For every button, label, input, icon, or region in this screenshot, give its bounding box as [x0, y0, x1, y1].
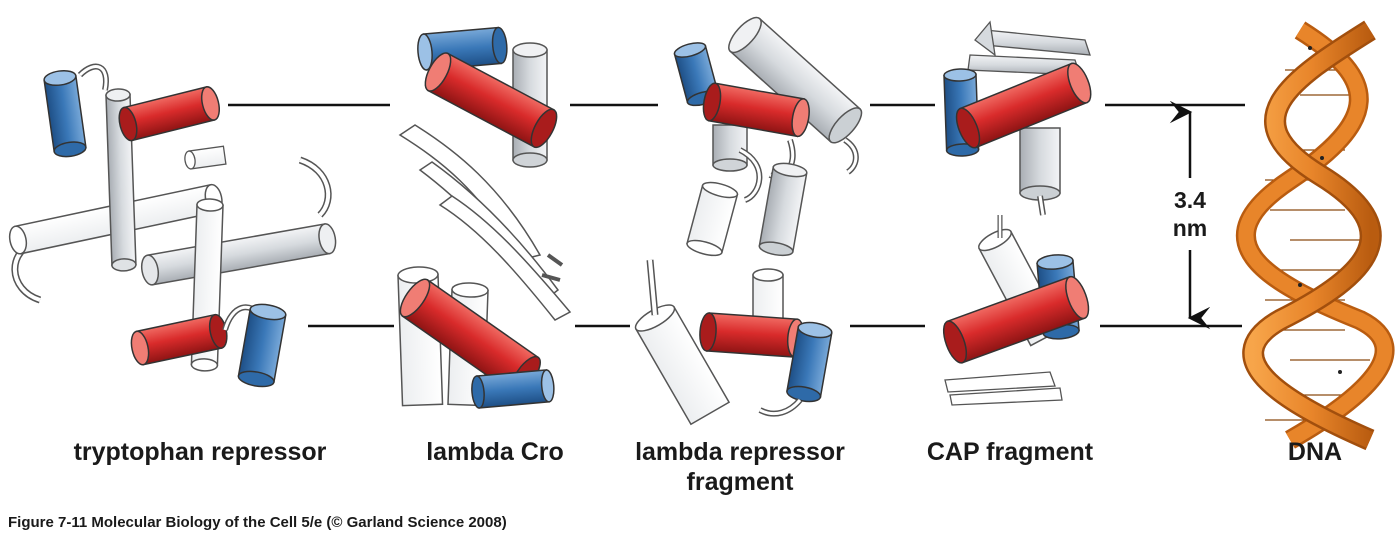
- label-lambda-cro: lambda Cro: [400, 437, 590, 467]
- label-dna: DNA: [1265, 437, 1365, 467]
- distance-label: 3.4 nm: [1160, 186, 1220, 242]
- label-lambda-repressor-line1: lambda repressor: [610, 437, 870, 467]
- label-tryptophan-repressor: tryptophan repressor: [40, 437, 360, 467]
- lambda-repressor-structure: [632, 13, 867, 425]
- cap-fragment-structure: [939, 22, 1095, 405]
- distance-unit: nm: [1160, 214, 1220, 242]
- label-cap-fragment: CAP fragment: [900, 437, 1120, 467]
- lambda-cro-structure: [395, 27, 570, 409]
- dna-double-helix: [1246, 30, 1385, 440]
- label-lambda-repressor: lambda repressor fragment: [610, 437, 870, 497]
- trp-repressor-structure: [7, 67, 337, 389]
- distance-value: 3.4: [1160, 186, 1220, 214]
- label-lambda-repressor-line2: fragment: [610, 467, 870, 497]
- figure-caption: Figure 7-11 Molecular Biology of the Cel…: [8, 514, 507, 531]
